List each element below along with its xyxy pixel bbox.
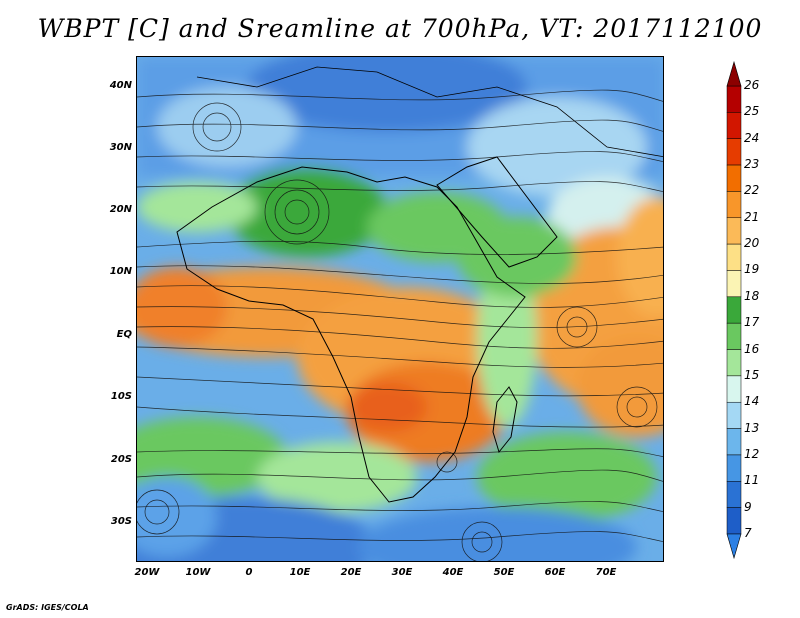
colorbar-label: 21 bbox=[744, 209, 760, 224]
colorbar-box bbox=[726, 217, 742, 245]
colorbar-box bbox=[726, 164, 742, 192]
colorbar-label: 25 bbox=[744, 104, 760, 119]
lat-label: 30N bbox=[109, 142, 132, 153]
colorbar-top-arrow bbox=[726, 60, 742, 87]
colorbar-bottom-arrow bbox=[726, 533, 742, 560]
lat-label: 10N bbox=[109, 266, 132, 277]
colorbar-box bbox=[726, 454, 742, 482]
lon-label: 60E bbox=[544, 567, 566, 578]
colorbar-label: 7 bbox=[744, 526, 752, 540]
lat-label: 20S bbox=[110, 454, 132, 465]
lon-label: 40E bbox=[442, 567, 464, 578]
colorbar-box bbox=[726, 138, 742, 166]
lon-label: 0 bbox=[245, 567, 253, 578]
colorbar-box bbox=[726, 481, 742, 508]
colorbar-box bbox=[726, 375, 742, 403]
colorbar-box bbox=[726, 349, 742, 377]
map-title: WBPT [C] and Sreamline at 700hPa, VT: 20… bbox=[37, 14, 763, 43]
map-panel bbox=[136, 56, 664, 562]
colorbar-label: 18 bbox=[744, 288, 760, 303]
lon-label: 20W bbox=[134, 567, 160, 578]
lon-label: 50E bbox=[493, 567, 515, 578]
colorbar-label: 9 bbox=[744, 499, 752, 514]
lat-label: 10S bbox=[110, 391, 132, 402]
colorbar-label: 13 bbox=[744, 420, 760, 435]
colorbar-label: 16 bbox=[744, 341, 760, 356]
footer-credit: GrADS: IGES/COLA bbox=[6, 603, 89, 612]
colorbar-box bbox=[726, 507, 742, 535]
lon-label: 70E bbox=[595, 567, 617, 578]
colorbar-label: 24 bbox=[744, 130, 760, 145]
colorbar-label: 20 bbox=[744, 236, 760, 251]
lat-label: 20N bbox=[109, 204, 132, 215]
lat-label: 30S bbox=[110, 516, 132, 527]
colorbar-box bbox=[726, 191, 742, 219]
colorbar-box bbox=[726, 401, 742, 429]
colorbar-label: 23 bbox=[744, 157, 760, 172]
colorbar-box bbox=[726, 85, 742, 113]
colorbar-label: 12 bbox=[744, 446, 760, 461]
lon-label: 10W bbox=[185, 567, 211, 578]
lon-label: 30E bbox=[391, 567, 413, 578]
colorbar-label: 19 bbox=[744, 262, 760, 277]
colorbar-label: 17 bbox=[744, 315, 760, 330]
colorbar-label: 11 bbox=[744, 473, 760, 488]
colorbar-label: 26 bbox=[744, 78, 760, 92]
wbpt-field-map bbox=[137, 57, 663, 561]
colorbar-box bbox=[726, 243, 742, 271]
colorbar bbox=[726, 60, 742, 560]
lon-label: 20E bbox=[340, 567, 362, 578]
colorbar-box bbox=[726, 296, 742, 324]
colorbar-label: 14 bbox=[744, 394, 760, 409]
colorbar-box bbox=[726, 112, 742, 139]
lat-label: 40N bbox=[109, 80, 132, 91]
colorbar-label: 15 bbox=[744, 367, 760, 382]
colorbar-box bbox=[726, 322, 742, 350]
colorbar-box bbox=[726, 428, 742, 456]
lon-label: 10E bbox=[289, 567, 311, 578]
colorbar-label: 22 bbox=[744, 183, 760, 198]
colorbar-box bbox=[726, 270, 742, 298]
lat-label: EQ bbox=[116, 329, 132, 340]
